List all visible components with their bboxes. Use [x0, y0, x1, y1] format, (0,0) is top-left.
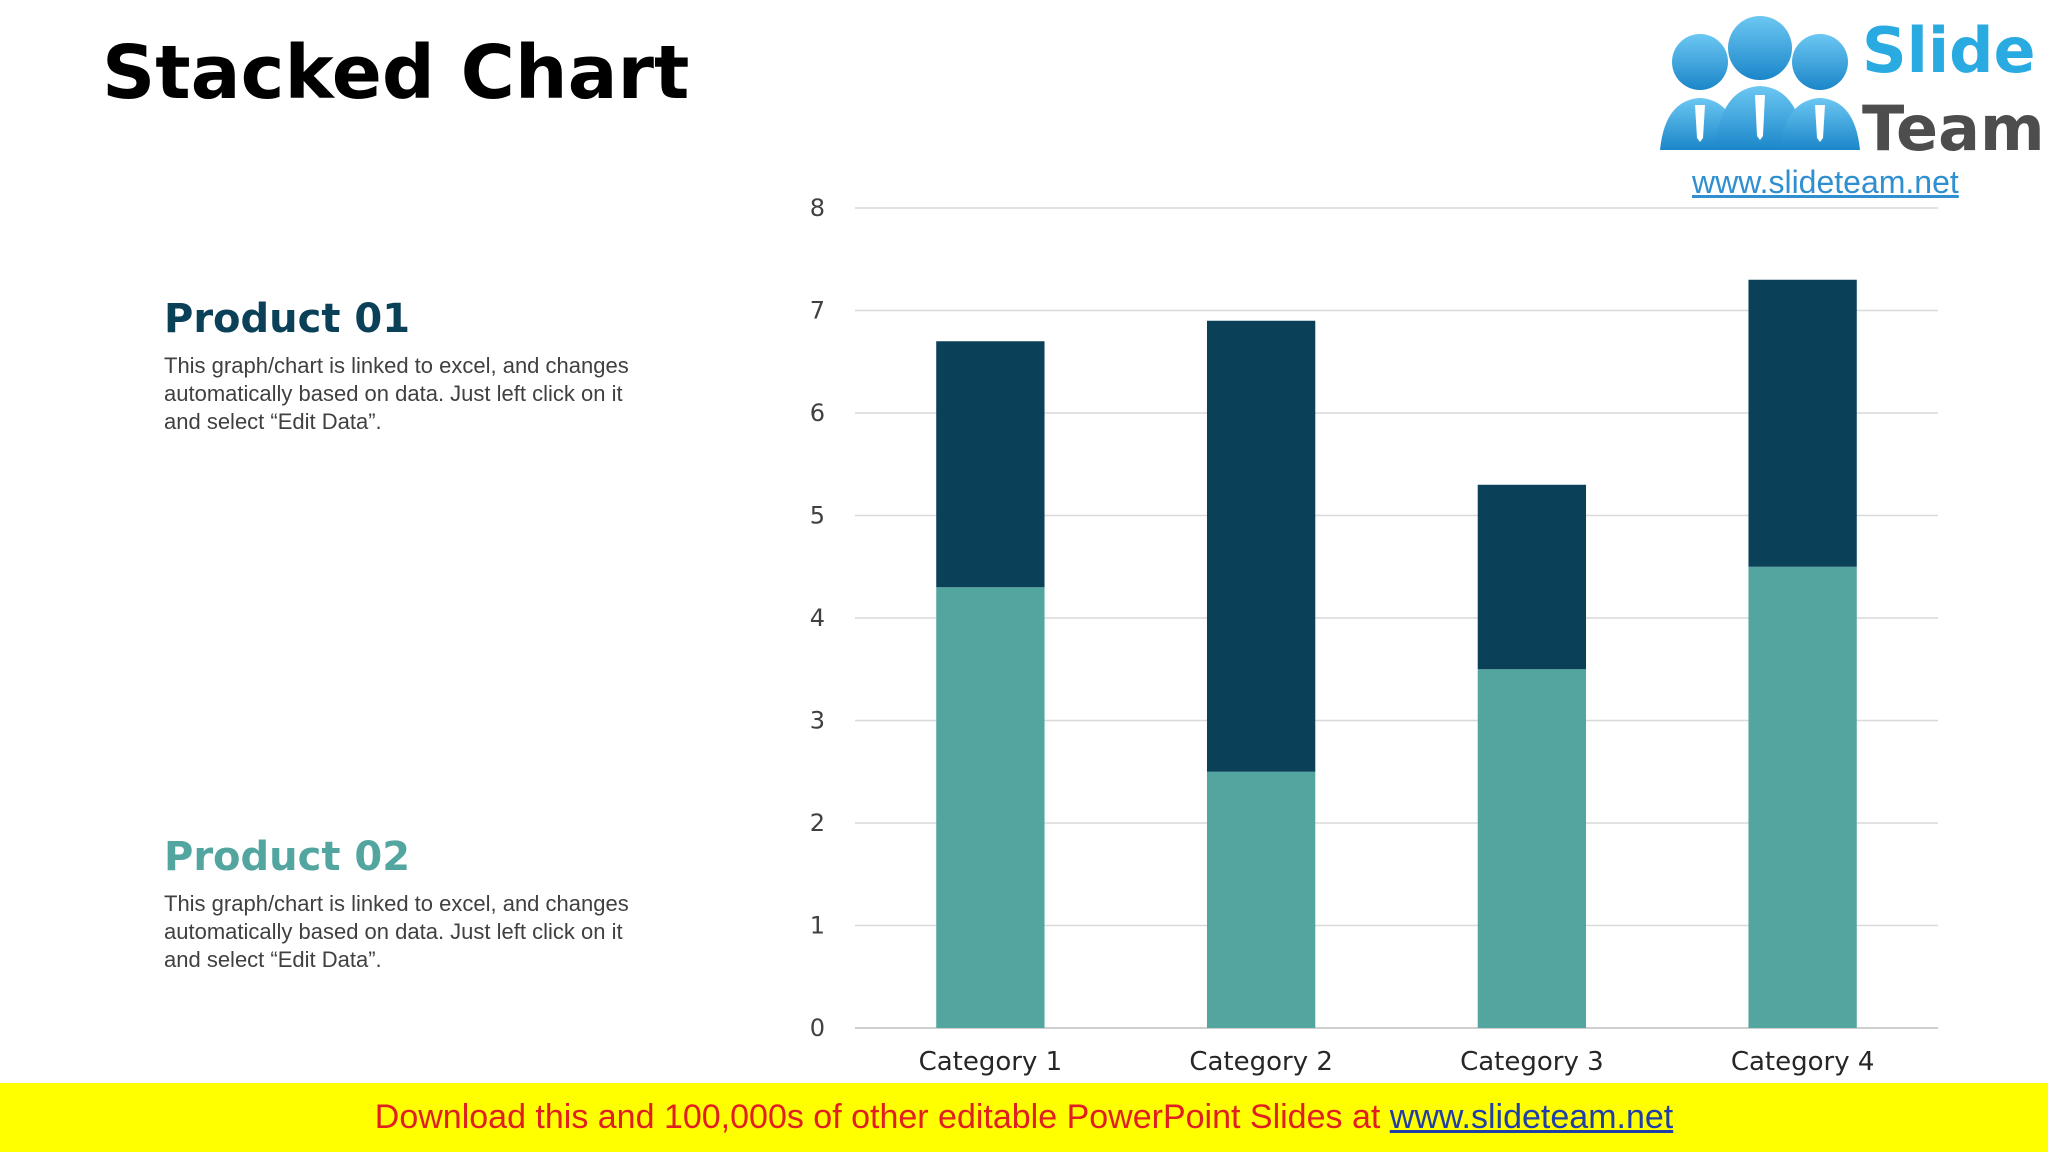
x-category-label: Category 4 — [1731, 1047, 1875, 1077]
y-tick-label: 1 — [810, 912, 825, 940]
y-tick-label: 0 — [810, 1014, 825, 1042]
y-tick-label: 5 — [810, 502, 825, 530]
product-01-block: Product 01 This graph/chart is linked to… — [164, 296, 644, 436]
product-01-heading: Product 01 — [164, 296, 411, 342]
x-category-label: Category 3 — [1460, 1047, 1604, 1077]
banner-text: Download this and 100,000s of other edit… — [374, 1098, 1390, 1136]
y-tick-label: 2 — [810, 809, 825, 837]
download-banner: Download this and 100,000s of other edit… — [0, 1083, 2048, 1152]
bar-segment-series2-category4 — [1748, 279, 1857, 567]
y-tick-label: 7 — [810, 297, 825, 325]
y-tick-label: 3 — [810, 707, 825, 735]
banner-link[interactable]: www.slideteam.net — [1389, 1098, 1674, 1136]
bar-segment-series2-category3 — [1477, 484, 1587, 670]
bar-segment-series1-category2 — [1206, 771, 1316, 1028]
bar-segment-series1-category3 — [1477, 669, 1587, 1028]
slideteam-logo: Slide Team www.slideteam.net — [1640, 0, 2045, 200]
product-02-description: This graph/chart is linked to excel, and… — [164, 891, 629, 972]
product-02-heading: Product 02 — [164, 834, 411, 880]
page-title: Stacked Chart — [102, 30, 690, 116]
product-02-block: Product 02 This graph/chart is linked to… — [164, 834, 644, 974]
stacked-bar-chart: 0 1 2 3 4 5 6 7 8 Category 1 Category 2 Category 3 C… — [810, 194, 1938, 1077]
bar-segment-series2-category2 — [1206, 320, 1316, 772]
bar-segment-series1-category1 — [936, 587, 1045, 1028]
y-tick-label: 6 — [810, 399, 825, 427]
people-icon — [1660, 16, 1860, 150]
y-tick-label: 8 — [810, 194, 825, 222]
logo-url-link[interactable]: www.slideteam.net — [1692, 164, 1959, 200]
bar-segment-series1-category4 — [1748, 566, 1857, 1028]
y-tick-label: 4 — [810, 604, 825, 632]
x-category-label: Category 1 — [919, 1047, 1063, 1077]
logo-word-team: Team — [1862, 92, 2045, 165]
x-category-label: Category 2 — [1189, 1047, 1333, 1077]
logo-word-slide: Slide — [1862, 14, 2036, 87]
bar-segment-series2-category1 — [936, 341, 1045, 588]
product-01-description: This graph/chart is linked to excel, and… — [164, 353, 629, 434]
